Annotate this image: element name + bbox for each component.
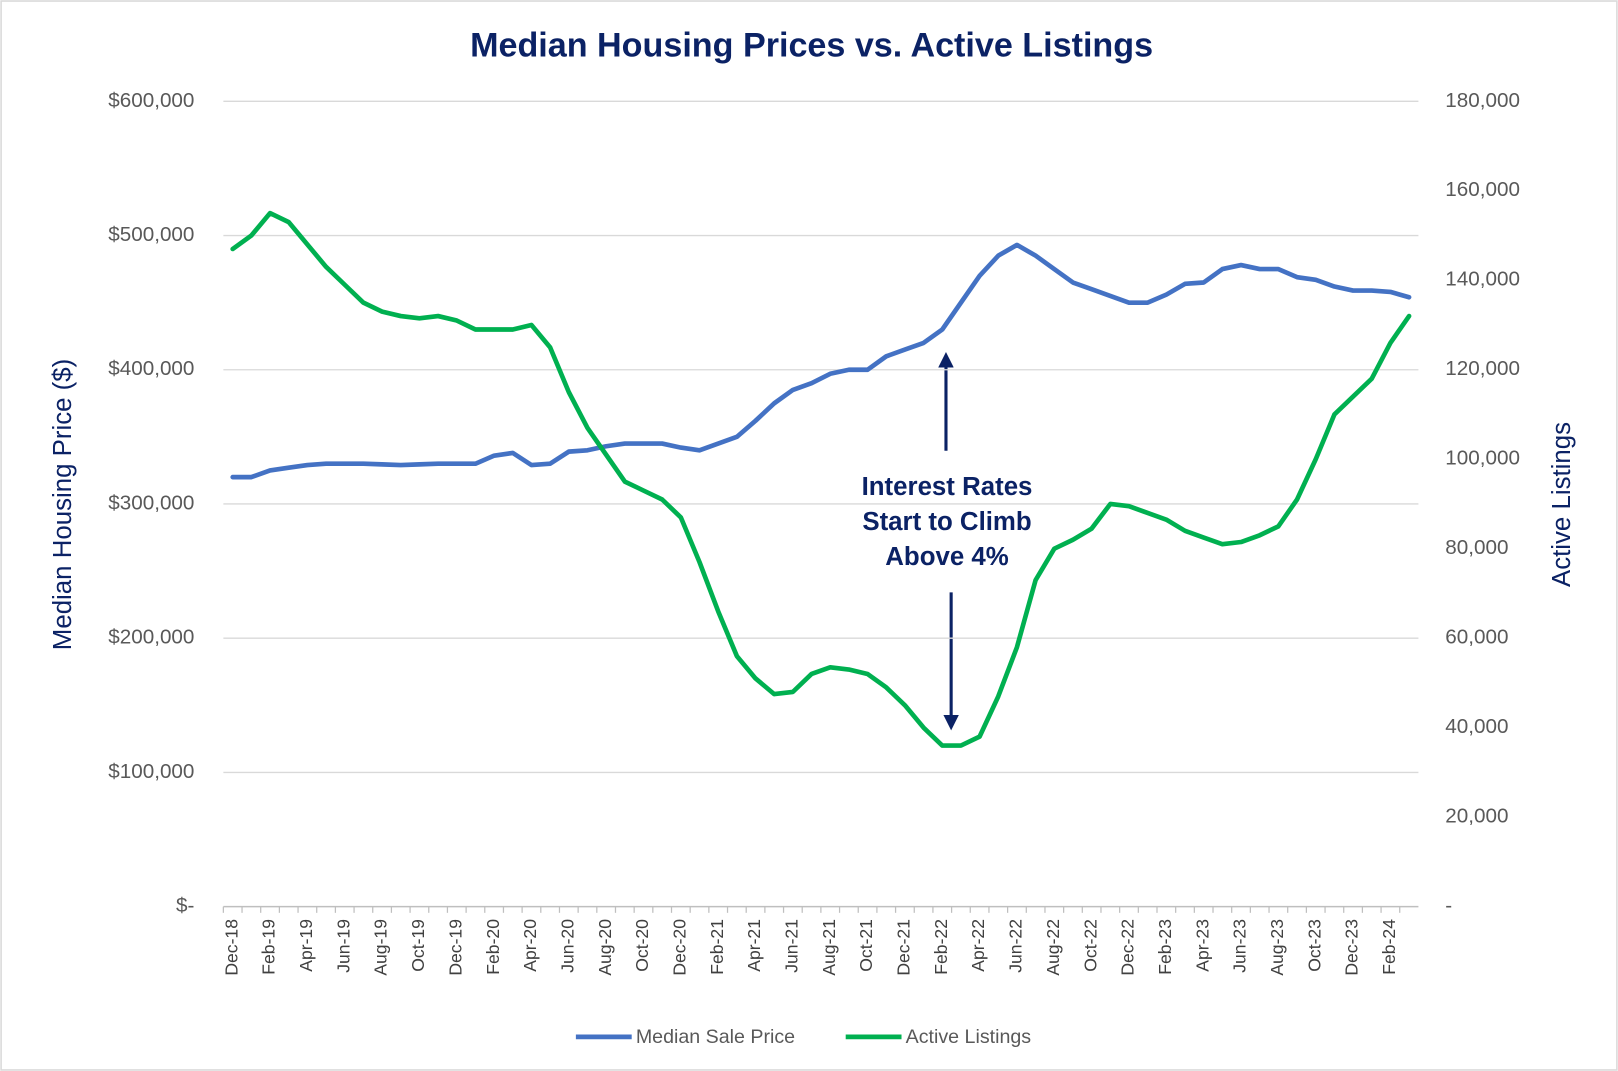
y2-tick-label: - [1445,894,1452,917]
annotation: Start to Climb [862,508,1031,536]
y2-tick-label: 140,000 [1445,268,1520,291]
x-tick-label: Apr-21 [744,919,764,972]
x-tick-label: Aug-19 [371,919,391,976]
x-tick-label: Jun-19 [333,919,353,973]
y2-tick-label: 80,000 [1445,536,1508,559]
y2-tick-label: 40,000 [1445,715,1508,738]
y2-axis-label: Active Listings [1548,422,1576,587]
y-tick-label: $500,000 [108,223,194,246]
x-tick-label: Aug-22 [1043,919,1063,976]
x-tick-label: Feb-20 [483,919,503,975]
x-tick-label: Apr-22 [968,919,988,972]
y2-tick-label: 20,000 [1445,805,1508,828]
y-tick-label: $- [176,894,194,917]
y-axis-label: Median Housing Price ($) [49,359,77,650]
x-tick-label: Feb-19 [259,919,279,975]
annotation: Above 4% [885,543,1008,571]
y2-tick-label: 100,000 [1445,447,1520,470]
chart-title: Median Housing Prices vs. Active Listing… [470,27,1153,65]
y-tick-label: $300,000 [108,491,194,514]
x-tick-label: Dec-21 [894,919,914,976]
x-tick-label: Aug-23 [1267,919,1287,976]
x-tick-label: Feb-23 [1155,919,1175,975]
y2-tick-label: 160,000 [1445,178,1520,201]
y2-tick-label: 180,000 [1445,89,1520,112]
x-tick-label: Apr-20 [520,919,540,972]
x-tick-label: Oct-21 [856,919,876,972]
x-tick-label: Aug-20 [595,919,615,976]
x-tick-label: Jun-21 [782,919,802,973]
y-tick-label: $600,000 [108,89,194,112]
x-tick-label: Apr-23 [1192,919,1212,972]
y2-tick-label: 60,000 [1445,626,1508,649]
x-tick-label: Apr-19 [296,919,316,972]
x-tick-label: Dec-19 [445,919,465,976]
x-tick-label: Jun-23 [1230,919,1250,973]
legend-label: Median Sale Price [636,1026,795,1048]
x-tick-label: Jun-20 [557,919,577,973]
series-line [230,242,1412,480]
x-tick-label: Feb-24 [1379,919,1399,975]
x-tick-label: Oct-19 [408,919,428,972]
x-tick-label: Dec-23 [1342,919,1362,976]
x-tick-label: Dec-18 [221,919,241,976]
x-tick-label: Dec-22 [1118,919,1138,976]
x-tick-label: Aug-21 [819,919,839,976]
x-tick-label: Oct-23 [1304,919,1324,972]
y-tick-label: $400,000 [108,357,194,380]
x-tick-label: Oct-22 [1080,919,1100,972]
series-line [230,210,1412,748]
legend-label: Active Listings [906,1026,1032,1048]
x-tick-label: Feb-22 [931,919,951,975]
y-tick-label: $200,000 [108,626,194,649]
y-tick-label: $100,000 [108,760,194,783]
x-tick-label: Dec-20 [669,919,689,976]
x-tick-label: Oct-20 [632,919,652,972]
x-tick-label: Jun-22 [1006,919,1026,973]
x-tick-label: Feb-21 [707,919,727,975]
annotation: Interest Rates [862,473,1033,501]
y2-tick-label: 120,000 [1445,357,1520,380]
